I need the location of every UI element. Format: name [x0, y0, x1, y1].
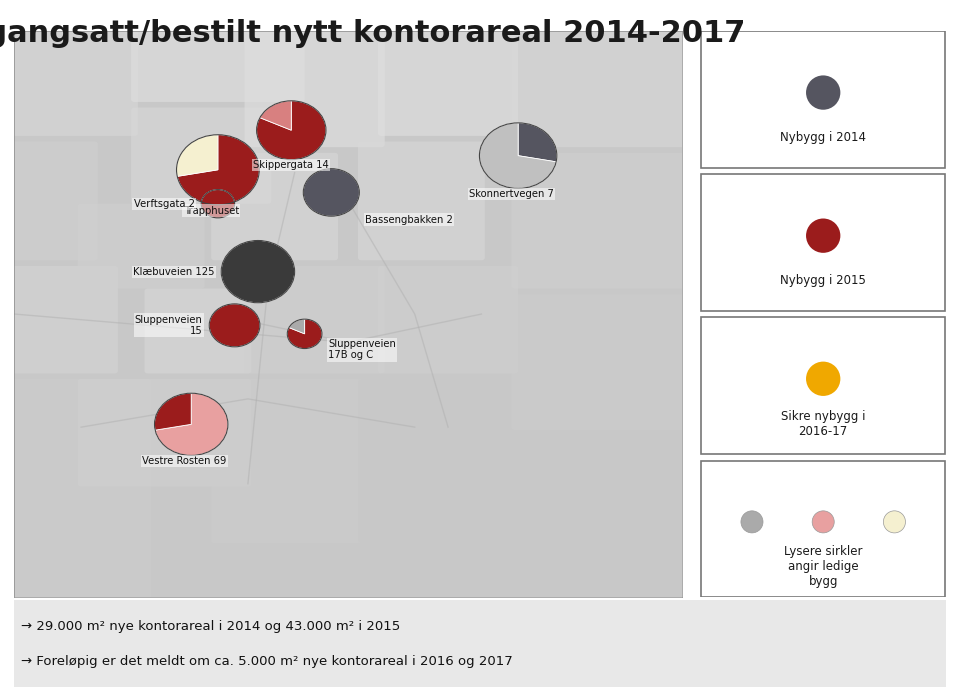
Wedge shape	[209, 304, 260, 347]
Wedge shape	[518, 123, 557, 162]
Wedge shape	[303, 169, 359, 217]
Text: Skippergata 14: Skippergata 14	[253, 160, 329, 170]
FancyBboxPatch shape	[512, 294, 684, 430]
Ellipse shape	[883, 511, 905, 533]
Wedge shape	[156, 393, 228, 455]
FancyBboxPatch shape	[12, 266, 118, 373]
Ellipse shape	[806, 76, 840, 110]
FancyBboxPatch shape	[358, 142, 485, 260]
Ellipse shape	[806, 219, 840, 253]
Text: Nybygg i 2014: Nybygg i 2014	[780, 131, 866, 144]
FancyBboxPatch shape	[12, 28, 138, 136]
Text: → Foreløpig er det meldt om ca. 5.000 m² nye kontorareal i 2016 og 2017: → Foreløpig er det meldt om ca. 5.000 m²…	[21, 654, 513, 668]
FancyBboxPatch shape	[12, 142, 98, 260]
Wedge shape	[289, 319, 304, 334]
Text: Sluppenveien
17B og C: Sluppenveien 17B og C	[328, 339, 396, 360]
FancyBboxPatch shape	[512, 436, 684, 600]
FancyBboxPatch shape	[145, 289, 252, 373]
FancyBboxPatch shape	[245, 28, 385, 147]
FancyBboxPatch shape	[132, 108, 272, 204]
Text: → 29.000 m² nye kontorareal i 2014 og 43.000 m² i 2015: → 29.000 m² nye kontorareal i 2014 og 43…	[21, 620, 400, 633]
Bar	[701, 317, 946, 454]
Ellipse shape	[741, 511, 763, 533]
Wedge shape	[287, 319, 322, 348]
Wedge shape	[155, 393, 191, 430]
Wedge shape	[221, 241, 295, 303]
FancyBboxPatch shape	[512, 153, 684, 289]
Text: Verftsgata 2: Verftsgata 2	[133, 198, 195, 209]
Bar	[701, 461, 946, 597]
Wedge shape	[260, 101, 291, 130]
Text: Nybygg i 2015: Nybygg i 2015	[780, 274, 866, 287]
FancyBboxPatch shape	[12, 379, 151, 600]
Ellipse shape	[806, 362, 840, 396]
FancyBboxPatch shape	[358, 379, 512, 543]
FancyBboxPatch shape	[211, 379, 365, 543]
Text: Sikre nybygg i
2016-17: Sikre nybygg i 2016-17	[780, 409, 866, 438]
FancyBboxPatch shape	[378, 28, 518, 136]
Text: Vestre Rosten 69: Vestre Rosten 69	[142, 456, 227, 466]
Ellipse shape	[812, 511, 834, 533]
FancyBboxPatch shape	[245, 266, 385, 373]
FancyBboxPatch shape	[378, 266, 518, 373]
FancyBboxPatch shape	[132, 28, 304, 102]
FancyBboxPatch shape	[78, 204, 204, 289]
Text: Klæbuveien 125: Klæbuveien 125	[133, 266, 214, 277]
Bar	[701, 174, 946, 311]
Wedge shape	[178, 135, 259, 205]
Text: Lysere sirkler
angir ledige
bygg: Lysere sirkler angir ledige bygg	[784, 545, 862, 589]
Text: Skonnertvegen 7: Skonnertvegen 7	[469, 189, 554, 199]
Wedge shape	[256, 101, 326, 160]
Bar	[701, 31, 946, 167]
Wedge shape	[202, 189, 234, 218]
FancyBboxPatch shape	[78, 379, 252, 486]
Wedge shape	[479, 123, 556, 189]
Text: Igangsatt/bestilt nytt kontorareal 2014-2017: Igangsatt/bestilt nytt kontorareal 2014-…	[0, 19, 746, 49]
Text: Trapphuset: Trapphuset	[183, 205, 239, 216]
Wedge shape	[177, 135, 218, 176]
FancyBboxPatch shape	[512, 28, 684, 147]
Text: Sluppenveien
15: Sluppenveien 15	[134, 314, 203, 336]
FancyBboxPatch shape	[211, 153, 338, 260]
Text: Bassengbakken 2: Bassengbakken 2	[365, 214, 452, 225]
